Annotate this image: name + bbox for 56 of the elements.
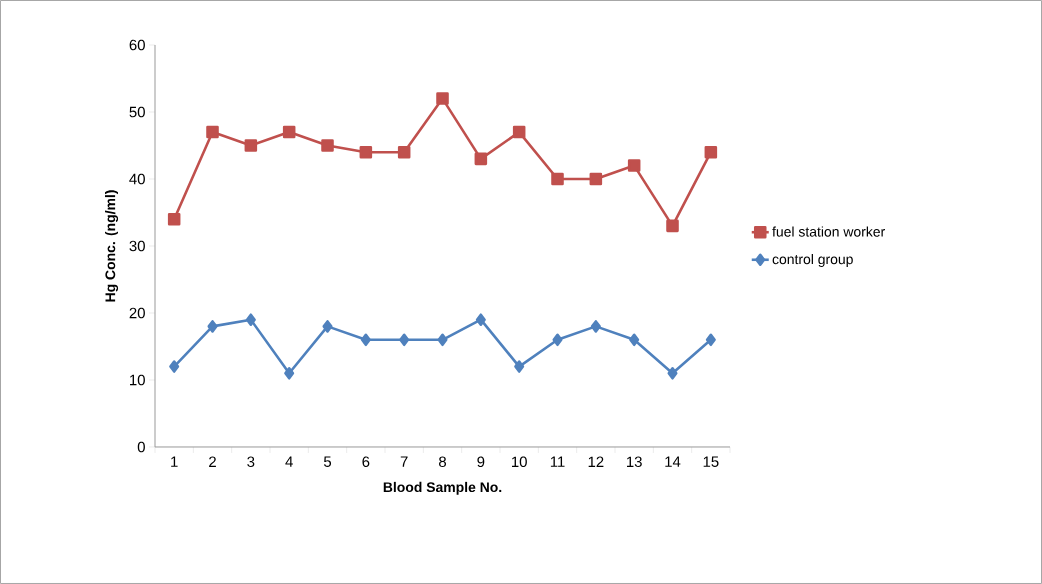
x-tick-label: 7 bbox=[400, 456, 408, 467]
x-tick-label: 10 bbox=[512, 456, 527, 468]
x-tick-label: 4 bbox=[285, 456, 293, 467]
point bbox=[437, 333, 448, 347]
point bbox=[169, 360, 180, 373]
y-tick-label: 60 bbox=[129, 39, 145, 51]
x-tick-label: 11 bbox=[550, 456, 565, 467]
point bbox=[705, 333, 716, 347]
x-tick-label: 5 bbox=[323, 456, 332, 467]
point bbox=[436, 92, 449, 105]
point bbox=[360, 333, 371, 347]
x-tick-label: 15 bbox=[703, 456, 719, 467]
y-tick-label: 30 bbox=[129, 240, 145, 252]
point bbox=[244, 139, 258, 152]
x-tick-label: 9 bbox=[477, 456, 485, 468]
point bbox=[474, 152, 488, 166]
point bbox=[590, 320, 601, 333]
x-tick-label: 12 bbox=[588, 456, 604, 467]
x-tick-label: 14 bbox=[665, 456, 681, 467]
point bbox=[514, 360, 525, 373]
x-tick-label: 3 bbox=[247, 456, 255, 468]
point bbox=[282, 125, 296, 139]
point bbox=[206, 125, 219, 139]
x-tick-label: 2 bbox=[209, 456, 216, 467]
point bbox=[207, 320, 218, 333]
point bbox=[475, 313, 486, 326]
y-tick-label: 40 bbox=[129, 173, 145, 185]
y-tick-label: 0 bbox=[137, 441, 145, 453]
point bbox=[666, 219, 679, 233]
y-tick-label: 50 bbox=[129, 106, 145, 118]
point bbox=[167, 212, 181, 226]
y-tick-label: 10 bbox=[130, 374, 145, 386]
point bbox=[629, 333, 640, 347]
x-tick-label: 6 bbox=[362, 456, 370, 468]
point bbox=[321, 139, 334, 152]
point bbox=[552, 333, 563, 347]
point bbox=[667, 367, 678, 380]
point bbox=[245, 313, 256, 326]
x-tick-label: 13 bbox=[627, 456, 642, 468]
point bbox=[284, 367, 295, 380]
legend-label: control group bbox=[772, 253, 853, 267]
point bbox=[627, 159, 641, 172]
point bbox=[512, 125, 526, 139]
y-tick-label: 20 bbox=[129, 307, 145, 319]
point bbox=[397, 145, 411, 159]
point bbox=[322, 320, 333, 333]
legend-label: fuel station worker bbox=[772, 226, 885, 237]
point bbox=[589, 172, 603, 186]
point bbox=[399, 333, 410, 347]
x-axis-title: Blood Sample No. bbox=[383, 481, 502, 495]
point bbox=[704, 145, 718, 159]
x-tick-label: 8 bbox=[439, 456, 447, 468]
y-axis-title: Hg Conc. (ng/ml) bbox=[105, 190, 119, 302]
x-tick-label: 1 bbox=[171, 456, 178, 467]
point bbox=[359, 145, 373, 159]
point bbox=[551, 172, 564, 186]
